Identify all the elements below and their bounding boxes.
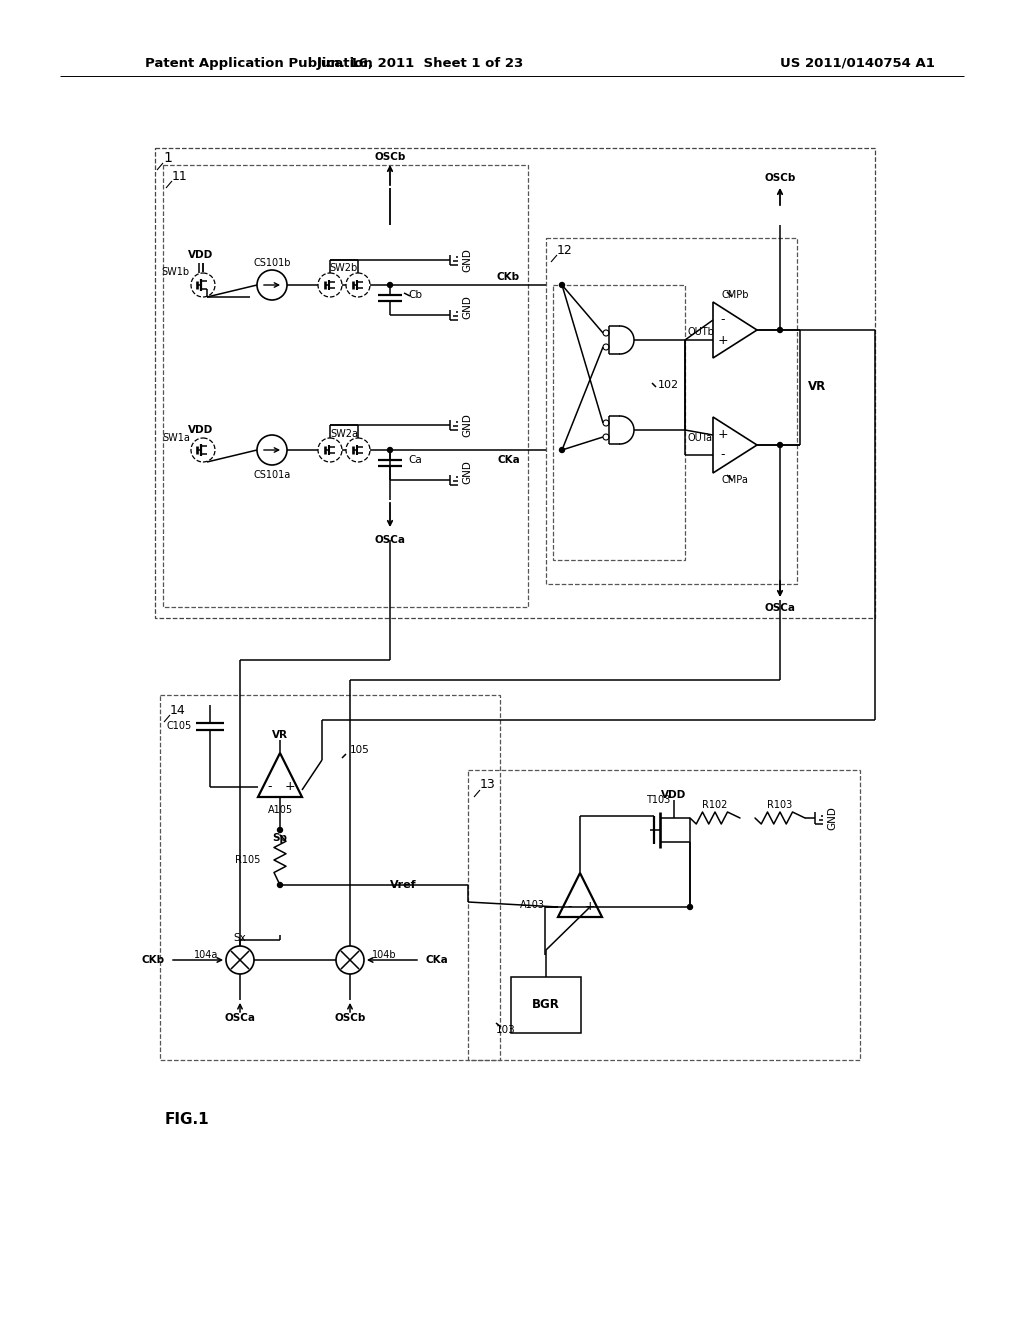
Bar: [160, 696, 500, 1060]
Text: R102: R102: [702, 800, 728, 810]
Text: Vref: Vref: [390, 880, 417, 890]
Text: 14: 14: [170, 704, 185, 717]
Text: 1: 1: [163, 150, 172, 165]
Text: SW2a: SW2a: [330, 429, 358, 440]
Text: -: -: [721, 314, 725, 326]
Text: OSCa: OSCa: [375, 535, 406, 545]
Text: CKa: CKa: [425, 954, 447, 965]
Text: A103: A103: [520, 900, 545, 909]
Text: -: -: [567, 900, 572, 913]
Text: VDD: VDD: [662, 789, 687, 800]
Bar: [155, 148, 874, 618]
Text: OSCa: OSCa: [224, 1012, 256, 1023]
Text: Sp: Sp: [272, 833, 288, 843]
Bar: [468, 770, 860, 1060]
Circle shape: [687, 904, 692, 909]
Circle shape: [777, 442, 782, 447]
Text: +: +: [718, 334, 728, 346]
Text: VDD: VDD: [188, 249, 213, 260]
Bar: [163, 165, 528, 607]
Text: Ca: Ca: [408, 455, 422, 465]
Text: +: +: [718, 429, 728, 441]
Text: 105: 105: [350, 744, 370, 755]
Text: Jun. 16, 2011  Sheet 1 of 23: Jun. 16, 2011 Sheet 1 of 23: [316, 57, 523, 70]
Text: Patent Application Publication: Patent Application Publication: [145, 57, 373, 70]
Circle shape: [278, 828, 283, 833]
Text: OSCa: OSCa: [765, 603, 796, 612]
Text: VR: VR: [272, 730, 288, 741]
Text: +: +: [285, 780, 295, 793]
Text: CS101a: CS101a: [253, 470, 291, 480]
Text: VR: VR: [808, 380, 826, 393]
Text: VDD: VDD: [188, 425, 213, 436]
Text: GND: GND: [462, 461, 472, 484]
Text: SW1a: SW1a: [162, 433, 190, 444]
Text: +: +: [585, 900, 595, 913]
Bar: [546, 238, 797, 583]
Bar: [511, 977, 581, 1034]
Text: CKa: CKa: [498, 455, 520, 465]
Text: SW2b: SW2b: [330, 263, 358, 273]
Text: OSCb: OSCb: [375, 152, 406, 162]
Text: 104b: 104b: [372, 950, 396, 960]
Text: T103: T103: [646, 795, 670, 805]
Text: 102: 102: [658, 380, 679, 389]
Text: OSCb: OSCb: [764, 173, 796, 183]
Text: FIG.1: FIG.1: [165, 1113, 210, 1127]
Text: Cb: Cb: [408, 290, 422, 300]
Text: OUTb: OUTb: [688, 327, 715, 337]
Text: GND: GND: [827, 807, 837, 830]
Circle shape: [777, 327, 782, 333]
Text: SW1b: SW1b: [162, 267, 190, 277]
Text: GND: GND: [462, 296, 472, 319]
Text: 12: 12: [557, 243, 572, 256]
Text: -: -: [721, 449, 725, 462]
Text: C105: C105: [167, 721, 193, 731]
Text: CMPa: CMPa: [722, 475, 749, 484]
Circle shape: [559, 282, 564, 288]
Circle shape: [278, 883, 283, 887]
Text: 13: 13: [480, 779, 496, 792]
Text: OUTa: OUTa: [688, 433, 713, 444]
Text: Sx: Sx: [233, 933, 247, 942]
Text: GND: GND: [462, 413, 472, 437]
Circle shape: [387, 447, 392, 453]
Text: R105: R105: [234, 855, 260, 865]
Text: BGR: BGR: [532, 998, 560, 1011]
Text: 104a: 104a: [194, 950, 218, 960]
Text: A105: A105: [267, 805, 293, 814]
Text: US 2011/0140754 A1: US 2011/0140754 A1: [780, 57, 935, 70]
Circle shape: [559, 447, 564, 453]
Text: GND: GND: [462, 248, 472, 272]
Bar: [553, 285, 685, 560]
Text: CMPb: CMPb: [721, 290, 749, 300]
Text: OSCb: OSCb: [334, 1012, 366, 1023]
Text: CKb: CKb: [142, 954, 165, 965]
Text: CKb: CKb: [497, 272, 520, 282]
Text: CS101b: CS101b: [253, 257, 291, 268]
Text: R103: R103: [767, 800, 793, 810]
Text: 11: 11: [172, 169, 187, 182]
Text: 103: 103: [496, 1026, 516, 1035]
Circle shape: [387, 282, 392, 288]
Text: -: -: [267, 780, 272, 793]
